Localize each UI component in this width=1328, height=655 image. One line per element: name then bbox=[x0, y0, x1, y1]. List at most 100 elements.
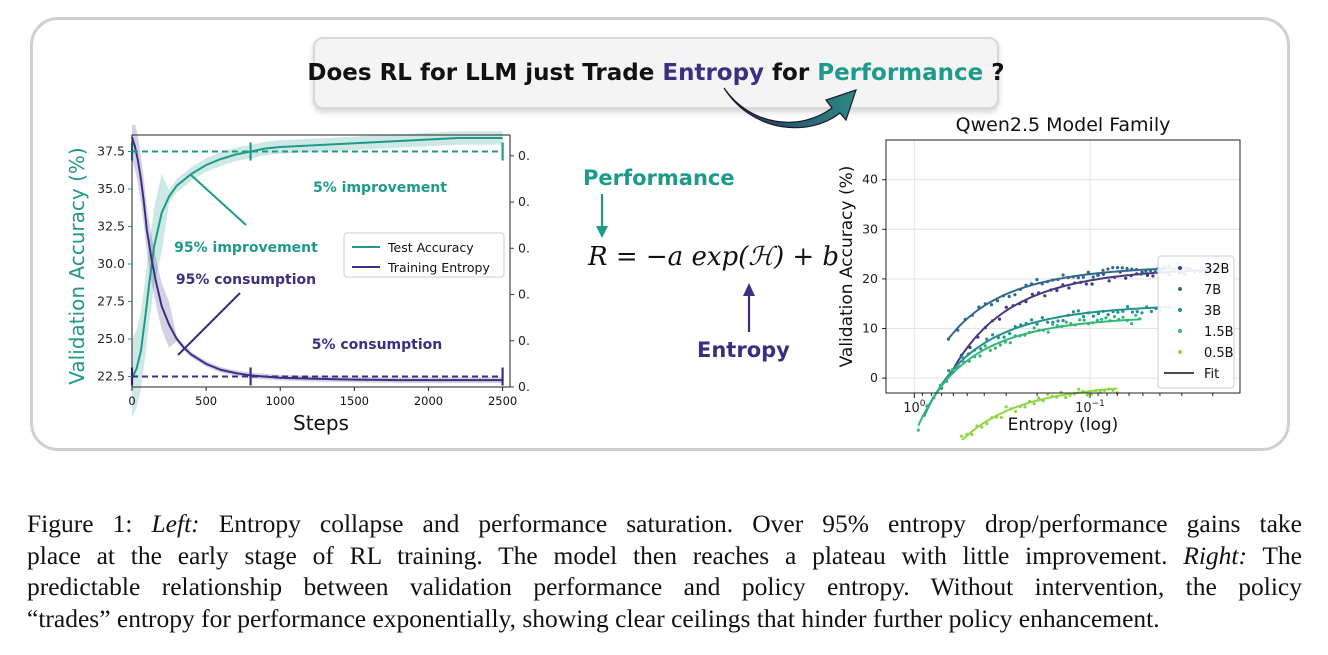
data-point bbox=[1108, 319, 1112, 323]
data-point bbox=[1106, 313, 1110, 317]
data-point bbox=[1018, 405, 1022, 409]
data-point bbox=[967, 359, 971, 363]
data-point bbox=[1124, 276, 1128, 280]
data-point bbox=[1148, 269, 1153, 273]
data-point bbox=[1111, 388, 1115, 392]
data-point bbox=[1135, 310, 1139, 314]
data-point bbox=[1069, 322, 1073, 326]
y-tick-label: 10 bbox=[862, 321, 878, 336]
data-point bbox=[1028, 399, 1032, 403]
question-entropy-word: Entropy bbox=[662, 60, 765, 86]
data-point bbox=[1139, 272, 1143, 276]
data-point bbox=[1040, 282, 1044, 286]
data-point bbox=[1073, 323, 1077, 327]
caption-figure-label: Figure 1: bbox=[27, 509, 152, 538]
data-point bbox=[1007, 294, 1011, 299]
scatter-points-0-5B bbox=[960, 387, 1119, 438]
data-point bbox=[1023, 405, 1027, 409]
data-point bbox=[1041, 399, 1045, 403]
data-point bbox=[925, 404, 929, 408]
data-point bbox=[1121, 309, 1125, 313]
y-axis-label: Validation Accuracy (%) bbox=[837, 166, 857, 368]
data-point bbox=[975, 424, 979, 428]
data-point bbox=[995, 299, 1000, 303]
scatter-points-3B bbox=[922, 305, 1172, 417]
y-tick-label: 25.0 bbox=[97, 331, 125, 346]
equation-formula: R = −a exp(ℋ) + b bbox=[588, 242, 840, 272]
question-performance-word: Performance bbox=[817, 60, 984, 86]
scatter-points-7B bbox=[946, 262, 1189, 341]
y-tick-label: 30 bbox=[862, 221, 878, 236]
data-point bbox=[1125, 318, 1129, 323]
y-right-tick-label: 0.2 bbox=[518, 287, 530, 302]
data-point bbox=[1060, 324, 1064, 328]
data-point bbox=[1086, 322, 1091, 326]
data-point bbox=[1113, 275, 1117, 279]
data-point bbox=[983, 302, 987, 306]
data-point bbox=[1071, 275, 1075, 279]
data-point bbox=[1013, 293, 1017, 297]
data-point bbox=[985, 337, 989, 341]
data-point bbox=[1112, 314, 1117, 319]
data-point bbox=[1081, 314, 1086, 319]
data-point bbox=[1126, 305, 1130, 309]
data-point bbox=[1024, 321, 1028, 325]
data-point bbox=[973, 348, 977, 352]
data-point bbox=[1029, 282, 1034, 286]
data-point bbox=[1013, 325, 1017, 329]
data-point bbox=[1130, 310, 1134, 314]
data-point bbox=[1115, 266, 1120, 270]
data-point bbox=[946, 337, 950, 341]
data-point bbox=[985, 422, 989, 426]
data-point bbox=[1061, 283, 1065, 287]
data-point bbox=[993, 346, 997, 350]
data-point bbox=[1056, 319, 1060, 323]
data-point bbox=[1106, 267, 1110, 271]
caption-line-2-end: The bbox=[1247, 540, 1302, 570]
annotation-5-improvement: 5% improvement bbox=[313, 180, 447, 196]
data-point bbox=[1049, 288, 1053, 292]
data-point bbox=[1018, 287, 1023, 291]
data-point bbox=[1140, 311, 1144, 315]
data-point bbox=[999, 415, 1003, 420]
y-tick-label: 27.5 bbox=[97, 294, 125, 309]
y-right-tick-label: 0.5 bbox=[518, 148, 530, 163]
data-point bbox=[1091, 321, 1095, 325]
annotation-95-improvement: 95% improvement bbox=[174, 240, 318, 256]
data-point bbox=[1035, 322, 1039, 326]
x-tick-label: 100 bbox=[903, 399, 926, 416]
data-point bbox=[938, 383, 942, 387]
legend-label-accuracy: Test Accuracy bbox=[387, 240, 474, 255]
legend-label-3B: 3B bbox=[1204, 304, 1221, 319]
data-point bbox=[1004, 305, 1008, 309]
data-point bbox=[1067, 286, 1071, 290]
question-box: Does RL for LLM just Trade Entropy for P… bbox=[307, 37, 1005, 109]
data-point bbox=[1107, 387, 1111, 391]
data-point bbox=[983, 326, 987, 330]
data-point bbox=[1003, 340, 1007, 344]
data-point bbox=[1068, 393, 1072, 397]
y-right-tick-label: 0.3 bbox=[518, 240, 530, 255]
data-point bbox=[1002, 335, 1006, 339]
data-point bbox=[1032, 402, 1036, 406]
question-middle: for bbox=[764, 60, 818, 86]
accuracy-line bbox=[131, 137, 503, 379]
data-point bbox=[1051, 278, 1055, 282]
up-arrow-icon bbox=[743, 283, 755, 332]
data-point bbox=[1051, 322, 1055, 326]
data-point bbox=[1134, 268, 1139, 272]
data-point bbox=[997, 317, 1002, 321]
data-point bbox=[1107, 279, 1111, 283]
y-tick-label: 40 bbox=[862, 172, 878, 187]
legend-label-Fit: Fit bbox=[1204, 367, 1219, 382]
data-point bbox=[1008, 332, 1012, 336]
data-point bbox=[978, 354, 982, 358]
question-suffix: ? bbox=[983, 60, 1005, 86]
data-point bbox=[1059, 390, 1063, 394]
data-point bbox=[1153, 270, 1157, 274]
data-point bbox=[1100, 317, 1104, 321]
consumption-pointer bbox=[177, 292, 241, 356]
data-point bbox=[1076, 309, 1080, 313]
left-legend: Test Accuracy Training Entropy bbox=[343, 232, 505, 278]
data-point bbox=[1096, 273, 1100, 277]
